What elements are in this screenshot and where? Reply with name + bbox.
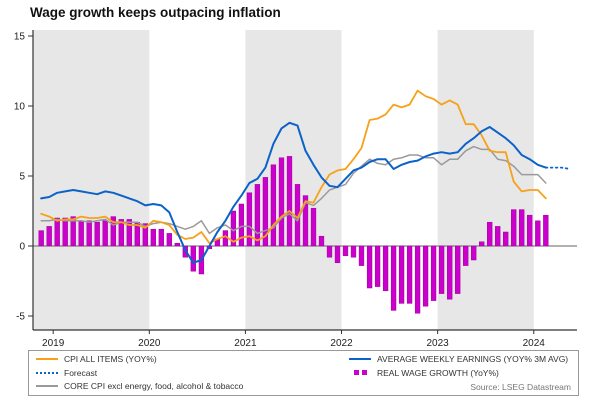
real-wage-bar (126, 219, 132, 247)
y-axis-label: 10 (14, 102, 26, 113)
legend-item-cpi: CPI ALL ITEMS (YOY%) (36, 354, 243, 364)
legend-label-cpi: CPI ALL ITEMS (YOY%) (64, 354, 157, 364)
legend-label-forecast: Forecast (64, 367, 98, 378)
real-wage-bar (430, 245, 437, 301)
real-wage-bar (334, 245, 341, 264)
year-band (437, 30, 534, 330)
real-wage-bar (326, 245, 333, 258)
real-wage-bar (270, 164, 277, 247)
real-wage-bar (487, 221, 493, 247)
real-wage-bar (398, 245, 405, 304)
core-line-swatch (36, 385, 58, 387)
legend-label-rwg: REAL WAGE GROWTH (YoY%) (377, 367, 499, 378)
real-wage-bar (438, 245, 445, 294)
real-wage-bar (158, 228, 164, 247)
real-wage-bar (174, 242, 180, 247)
real-wage-bar (374, 245, 381, 287)
legend-right-column: AVERAGE WEEKLY EARNINGS (YOY% 3M AVG) RE… (349, 354, 568, 378)
real-wage-bar (54, 217, 60, 247)
real-wage-bar (366, 245, 373, 289)
real-wage-bar (46, 226, 52, 247)
real-wage-bar (278, 157, 285, 247)
real-wage-bar (350, 245, 357, 258)
real-wage-bar (318, 235, 325, 247)
legend-left-column: CPI ALL ITEMS (YOY%) Forecast CORE CPI e… (36, 354, 243, 391)
x-axis-label: 2021 (234, 338, 257, 348)
real-wage-bar (262, 177, 269, 247)
real-wage-bar (543, 214, 549, 247)
x-axis-label: 2023 (427, 338, 450, 348)
year-band (33, 30, 150, 330)
chart-canvas: 15 10 5 0 -5 2019 2020 2021 2022 2023 2024 (14, 30, 577, 348)
y-axis-label: 15 (14, 32, 26, 43)
real-wage-bar (254, 184, 261, 247)
y-axis-label: 5 (19, 172, 25, 183)
real-wage-bar (286, 156, 293, 247)
x-axis-label: 2024 (523, 338, 546, 348)
x-axis-label: 2020 (138, 338, 161, 348)
real-wage-bar (479, 241, 485, 247)
real-wage-bar (519, 209, 525, 247)
real-wage-bar (422, 245, 429, 307)
cpi-line (40, 89, 547, 245)
real-wage-bar (150, 228, 156, 247)
real-wage-bar (70, 216, 76, 247)
legend-item-core: CORE CPI excl energy, food, alcohol & to… (36, 381, 243, 391)
y-axis-label: -5 (16, 312, 25, 323)
legend-label-awe: AVERAGE WEEKLY EARNINGS (YOY% 3M AVG) (377, 354, 569, 364)
real-wage-bar (390, 245, 397, 311)
legend-item-awe: AVERAGE WEEKLY EARNINGS (YOY% 3M AVG) (349, 354, 568, 364)
real-wage-bar (495, 226, 501, 247)
real-wage-bar (94, 221, 100, 247)
real-wage-bar (110, 216, 116, 247)
real-wage-bar (166, 233, 172, 247)
real-wage-bar (302, 195, 309, 247)
real-wage-bar (246, 192, 253, 247)
chart-title: Wage growth keeps outpacing inflation (30, 5, 281, 20)
real-wage-bar (238, 203, 245, 247)
legend-item-rwg: REAL WAGE GROWTH (YoY%) (349, 368, 568, 378)
cpi-line-swatch (36, 358, 58, 360)
legend: CPI ALL ITEMS (YOY%) Forecast CORE CPI e… (28, 350, 579, 396)
real-wage-bar (38, 230, 44, 247)
real-wage-bar (455, 245, 461, 294)
real-wage-bar (86, 220, 92, 247)
real-wage-bar (342, 245, 349, 257)
awe-line (40, 121, 547, 264)
real-wage-bar (62, 217, 68, 247)
legend-label-core: CORE CPI excl energy, food, alcohol & to… (64, 381, 244, 391)
real-wage-squares-swatch (349, 370, 371, 375)
x-axis-label: 2022 (330, 338, 353, 348)
real-wage-bar (406, 245, 413, 304)
real-wage-bar (471, 245, 477, 261)
real-wage-bar (414, 245, 421, 314)
real-wage-bar (310, 207, 317, 247)
real-wage-bar (78, 220, 84, 247)
forecast-dotted-swatch (36, 371, 58, 374)
real-wage-bar (447, 245, 453, 300)
real-wage-bar (358, 245, 365, 266)
real-wage-bar (142, 223, 148, 247)
real-wage-bar (102, 220, 108, 247)
forecast-line (544, 166, 571, 170)
y-axis-label: 0 (19, 242, 25, 253)
real-wage-bar (382, 245, 389, 292)
real-wage-bar (463, 245, 469, 266)
source-attribution: Source: LSEG Datastream (470, 382, 571, 392)
x-axis-label: 2019 (42, 338, 65, 348)
real-wage-bar (118, 219, 124, 247)
legend-item-forecast: Forecast (36, 368, 243, 378)
core-line (40, 145, 547, 235)
real-wage-bar (511, 209, 517, 247)
real-wage-bar (503, 231, 509, 247)
real-wage-bar (527, 214, 533, 247)
real-wage-bar (535, 220, 541, 247)
awe-line-swatch (349, 358, 371, 360)
